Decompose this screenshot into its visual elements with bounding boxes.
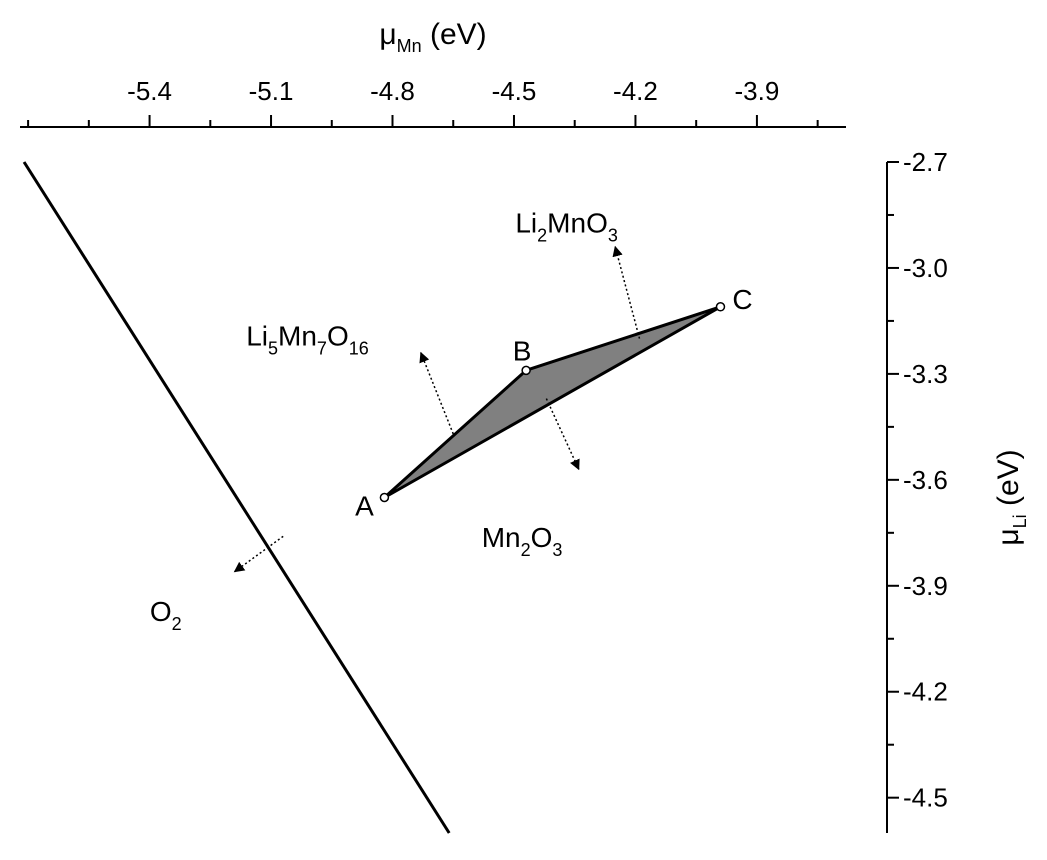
stability-triangle [382, 305, 722, 499]
y-tick-label: -4.2 [903, 677, 948, 707]
x-tick-label: -5.1 [249, 76, 294, 106]
vertex-label-b: B [513, 335, 532, 366]
y-axis-title: μLi (eV) [992, 449, 1030, 545]
phase-label: O2 [150, 596, 182, 634]
vertex-label-a: A [355, 491, 374, 522]
x-tick-label: -4.8 [370, 76, 415, 106]
vertex-point-b [521, 365, 531, 376]
y-tick-label: -3.3 [903, 359, 948, 389]
y-axis: -2.7 -3.0 -3.3 -3.6 -3.9 -4.2 -4.5 μLi (eV) [886, 147, 1030, 833]
phase-label: Li2MnO3 [515, 208, 618, 246]
y-tick-label: -3.6 [903, 465, 948, 495]
normal-arrow [545, 398, 580, 471]
x-tick-label: -4.2 [613, 76, 658, 106]
y-tick-label: -4.5 [903, 783, 948, 813]
x-axis-title: μMn (eV) [379, 18, 486, 56]
normal-arrow [233, 535, 284, 573]
y-tick-label: -3.0 [903, 253, 948, 283]
x-axis: -5.4 -5.1 -4.8 -4.5 -4.2 -3.9 μMn (eV) [20, 18, 846, 128]
vertex-point-a [379, 492, 390, 503]
x-tick-label: -3.9 [735, 76, 780, 106]
vertex-point-c [715, 302, 726, 312]
stability-region: A B C [355, 284, 753, 522]
normal-arrow [612, 245, 641, 339]
vertex-label-c: C [732, 284, 752, 315]
normal-arrows [233, 245, 641, 573]
phase-label: Li5Mn7O16 [246, 321, 369, 359]
phase-label: Mn2O3 [482, 522, 563, 560]
o2-boundary-line [22, 161, 451, 834]
x-tick-label: -5.4 [127, 76, 172, 106]
normal-arrow [419, 351, 454, 435]
annotations: Li2MnO3 Li5Mn7O16 Mn2O3 O2 [150, 208, 618, 634]
y-tick-label: -3.9 [903, 571, 948, 601]
y-tick-label: -2.7 [903, 147, 948, 177]
o2-boundary [22, 161, 451, 834]
x-tick-label: -4.5 [492, 76, 537, 106]
